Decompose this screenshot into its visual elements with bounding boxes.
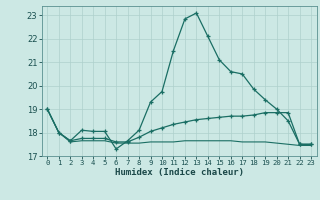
X-axis label: Humidex (Indice chaleur): Humidex (Indice chaleur)	[115, 168, 244, 177]
